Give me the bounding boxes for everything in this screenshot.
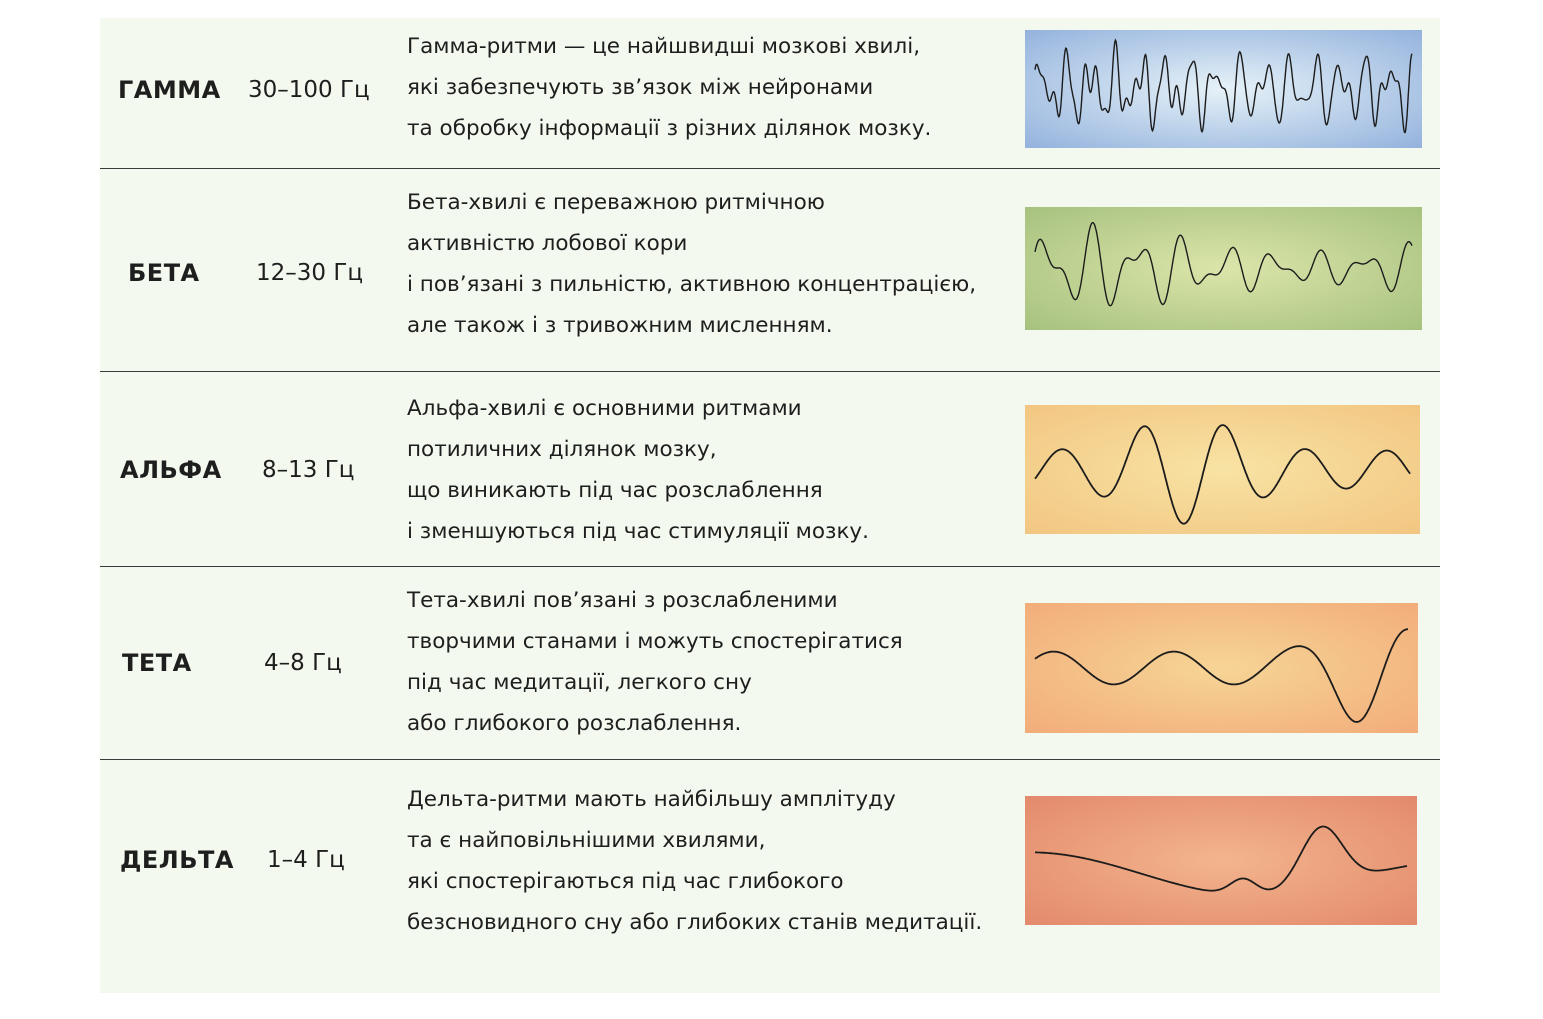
row-description: Бета-хвилі є переважною ритмічною активні… bbox=[407, 182, 976, 346]
row-description: Тета-хвилі пов’язані з розслабленими твор… bbox=[407, 580, 903, 744]
wave-line bbox=[1034, 424, 1411, 525]
row-name: ГАММА bbox=[118, 76, 221, 104]
row-frequency: 4–8 Гц bbox=[264, 650, 342, 676]
row-name: ДЕЛЬТА bbox=[120, 846, 234, 874]
row-separator bbox=[100, 168, 1440, 169]
panel: ГАММА 30–100 Гц Гамма-ритми — це найшвидші… bbox=[100, 18, 1440, 993]
wave-background bbox=[1025, 603, 1418, 733]
wave-line bbox=[1035, 825, 1408, 892]
row-name: ТЕТА bbox=[122, 649, 192, 677]
description-line: та обробку інформації з різних ділянок м… bbox=[407, 116, 932, 141]
description-line: і зменшуються під час стимуляції мозку. bbox=[407, 519, 869, 544]
row-separator bbox=[100, 759, 1440, 760]
description-line: але також і з тривожним мисленням. bbox=[407, 313, 833, 338]
description-line: які забезпечують зв’язок між нейронами bbox=[407, 75, 874, 100]
wave-background bbox=[1025, 207, 1422, 330]
row-name: БЕТА bbox=[128, 259, 200, 287]
row-separator bbox=[100, 371, 1440, 372]
description-line: активністю лобової кори bbox=[407, 231, 688, 256]
row-description: Дельта-ритми мають найбільшу амплітуду та… bbox=[407, 779, 982, 943]
description-line: або глибокого розслаблення. bbox=[407, 711, 742, 736]
row-frequency: 8–13 Гц bbox=[262, 457, 355, 483]
description-line: і пов’язані з пильністю, активною концен… bbox=[407, 272, 977, 297]
description-line: Гамма-ритми — це найшвидші мозкові хвилі… bbox=[407, 34, 921, 59]
row-frequency: 12–30 Гц bbox=[256, 260, 364, 286]
wave-image bbox=[1025, 30, 1422, 148]
wave-image bbox=[1025, 796, 1417, 925]
wave-background bbox=[1025, 405, 1420, 534]
description-line: які спостерігаються під час глибокого bbox=[407, 869, 844, 894]
description-line: під час медитації, легкого сну bbox=[407, 670, 752, 695]
row-frequency: 30–100 Гц bbox=[248, 77, 370, 103]
row-frequency: 1–4 Гц bbox=[267, 847, 345, 873]
description-line: Тета-хвилі пов’язані з розслабленими bbox=[407, 588, 838, 613]
wave-image bbox=[1025, 405, 1420, 534]
row-description: Гамма-ритми — це найшвидші мозкові хвилі… bbox=[407, 26, 931, 149]
row-description: Альфа-хвилі є основними ритмами потилични… bbox=[407, 388, 869, 552]
wave-line bbox=[1034, 628, 1409, 723]
description-line: Альфа-хвилі є основними ритмами bbox=[407, 396, 802, 421]
description-line: творчими станами і можуть спостерігатися bbox=[407, 629, 903, 654]
wave-image bbox=[1025, 207, 1422, 330]
description-line: що виникають під час розслаблення bbox=[407, 478, 823, 503]
row-name: АЛЬФА bbox=[120, 456, 222, 484]
row-separator bbox=[100, 566, 1440, 567]
description-line: Дельта-ритми мають найбільшу амплітуду bbox=[407, 787, 896, 812]
description-line: безсновидного сну або глибоких станів ме… bbox=[407, 910, 983, 935]
description-line: Бета-хвилі є переважною ритмічною bbox=[407, 190, 825, 215]
wave-line bbox=[1034, 221, 1413, 307]
wave-background bbox=[1025, 796, 1417, 925]
wave-line bbox=[1034, 38, 1413, 134]
description-line: потиличних ділянок мозку, bbox=[407, 437, 717, 462]
wave-image bbox=[1025, 603, 1418, 733]
description-line: та є найповільнішими хвилями, bbox=[407, 828, 766, 853]
